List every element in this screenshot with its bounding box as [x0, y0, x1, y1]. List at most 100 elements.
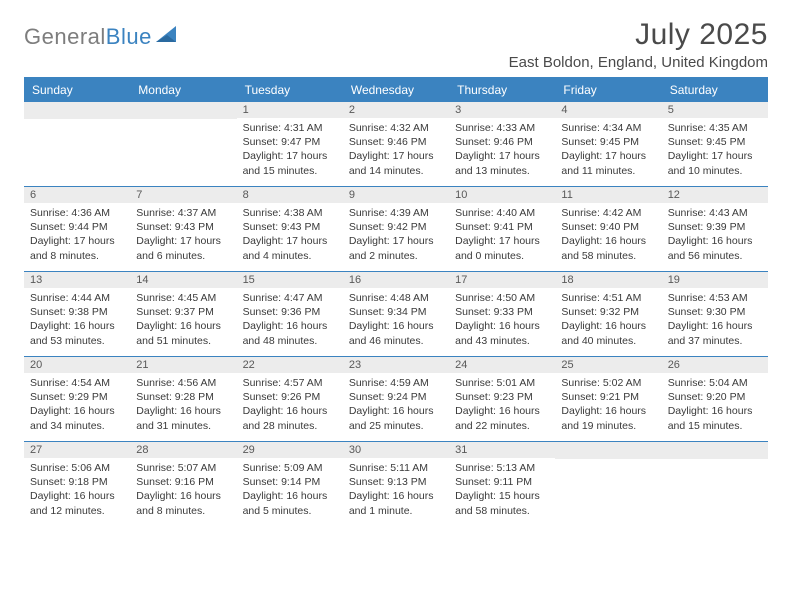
title-block: July 2025 East Boldon, England, United K…	[509, 18, 768, 71]
header-row: GeneralBlue July 2025 East Boldon, Engla…	[24, 18, 768, 71]
day-number: 16	[343, 272, 449, 288]
brand-name: GeneralBlue	[24, 24, 152, 50]
dow-cell: Tuesday	[237, 79, 343, 101]
day-cell: 22Sunrise: 4:57 AMSunset: 9:26 PMDayligh…	[237, 357, 343, 441]
day-number	[24, 102, 130, 119]
day-content-line: Sunset: 9:11 PM	[455, 475, 549, 489]
day-cell: 9Sunrise: 4:39 AMSunset: 9:42 PMDaylight…	[343, 187, 449, 271]
day-number: 17	[449, 272, 555, 288]
day-content-line: and 46 minutes.	[349, 334, 443, 348]
day-number: 8	[237, 187, 343, 203]
day-content-line: Daylight: 16 hours	[668, 234, 762, 248]
location-subtitle: East Boldon, England, United Kingdom	[509, 54, 768, 71]
day-content-line: and 4 minutes.	[243, 249, 337, 263]
day-content: Sunrise: 4:32 AMSunset: 9:46 PMDaylight:…	[343, 118, 449, 182]
day-number: 5	[662, 102, 768, 118]
day-content: Sunrise: 5:07 AMSunset: 9:16 PMDaylight:…	[130, 458, 236, 522]
day-content-line: Sunset: 9:29 PM	[30, 390, 124, 404]
day-content-line: and 56 minutes.	[668, 249, 762, 263]
day-content-line: and 15 minutes.	[243, 164, 337, 178]
brand-name-part1: General	[24, 24, 106, 49]
day-cell: 21Sunrise: 4:56 AMSunset: 9:28 PMDayligh…	[130, 357, 236, 441]
day-cell: 16Sunrise: 4:48 AMSunset: 9:34 PMDayligh…	[343, 272, 449, 356]
day-content-line: Sunset: 9:34 PM	[349, 305, 443, 319]
day-content-line: and 43 minutes.	[455, 334, 549, 348]
day-content-line: Sunset: 9:40 PM	[561, 220, 655, 234]
day-content-line: Daylight: 16 hours	[561, 404, 655, 418]
day-cell: 15Sunrise: 4:47 AMSunset: 9:36 PMDayligh…	[237, 272, 343, 356]
day-number: 28	[130, 442, 236, 458]
day-number: 4	[555, 102, 661, 118]
day-content-line: Sunrise: 4:47 AM	[243, 291, 337, 305]
day-content-line: and 37 minutes.	[668, 334, 762, 348]
day-content-line: Sunrise: 4:33 AM	[455, 121, 549, 135]
day-cell: 30Sunrise: 5:11 AMSunset: 9:13 PMDayligh…	[343, 442, 449, 526]
day-content-line: Sunset: 9:43 PM	[136, 220, 230, 234]
day-content-line: Sunset: 9:21 PM	[561, 390, 655, 404]
day-content-line: Sunrise: 4:53 AM	[668, 291, 762, 305]
day-content: Sunrise: 4:36 AMSunset: 9:44 PMDaylight:…	[24, 203, 130, 267]
day-cell	[24, 102, 130, 186]
week-row: 1Sunrise: 4:31 AMSunset: 9:47 PMDaylight…	[24, 101, 768, 186]
day-content-line: Sunrise: 4:42 AM	[561, 206, 655, 220]
day-content-line: Daylight: 17 hours	[243, 234, 337, 248]
day-content: Sunrise: 4:34 AMSunset: 9:45 PMDaylight:…	[555, 118, 661, 182]
day-content-line: Sunrise: 5:06 AM	[30, 461, 124, 475]
day-content-line: Daylight: 17 hours	[668, 149, 762, 163]
day-content-line: Daylight: 15 hours	[455, 489, 549, 503]
day-content-line: and 58 minutes.	[455, 504, 549, 518]
day-content: Sunrise: 4:33 AMSunset: 9:46 PMDaylight:…	[449, 118, 555, 182]
day-content-line: Sunset: 9:42 PM	[349, 220, 443, 234]
day-content: Sunrise: 4:51 AMSunset: 9:32 PMDaylight:…	[555, 288, 661, 352]
day-content-line: and 8 minutes.	[136, 504, 230, 518]
day-content-line: Sunset: 9:14 PM	[243, 475, 337, 489]
day-cell: 31Sunrise: 5:13 AMSunset: 9:11 PMDayligh…	[449, 442, 555, 526]
day-content-line: Sunrise: 4:40 AM	[455, 206, 549, 220]
day-cell: 3Sunrise: 4:33 AMSunset: 9:46 PMDaylight…	[449, 102, 555, 186]
calendar-grid: SundayMondayTuesdayWednesdayThursdayFrid…	[24, 77, 768, 526]
day-content-line: Daylight: 16 hours	[30, 319, 124, 333]
dow-cell: Thursday	[449, 79, 555, 101]
day-cell: 24Sunrise: 5:01 AMSunset: 9:23 PMDayligh…	[449, 357, 555, 441]
week-row: 6Sunrise: 4:36 AMSunset: 9:44 PMDaylight…	[24, 186, 768, 271]
day-content-line: Daylight: 16 hours	[455, 404, 549, 418]
day-content-line: Sunrise: 5:02 AM	[561, 376, 655, 390]
day-content-line: and 6 minutes.	[136, 249, 230, 263]
day-content-line: Sunset: 9:38 PM	[30, 305, 124, 319]
day-cell: 18Sunrise: 4:51 AMSunset: 9:32 PMDayligh…	[555, 272, 661, 356]
day-number: 22	[237, 357, 343, 373]
dow-cell: Friday	[555, 79, 661, 101]
day-content: Sunrise: 5:04 AMSunset: 9:20 PMDaylight:…	[662, 373, 768, 437]
day-content: Sunrise: 4:56 AMSunset: 9:28 PMDaylight:…	[130, 373, 236, 437]
day-number: 15	[237, 272, 343, 288]
day-content: Sunrise: 5:01 AMSunset: 9:23 PMDaylight:…	[449, 373, 555, 437]
day-content-line: Daylight: 16 hours	[136, 404, 230, 418]
day-cell: 28Sunrise: 5:07 AMSunset: 9:16 PMDayligh…	[130, 442, 236, 526]
day-cell: 2Sunrise: 4:32 AMSunset: 9:46 PMDaylight…	[343, 102, 449, 186]
day-cell: 10Sunrise: 4:40 AMSunset: 9:41 PMDayligh…	[449, 187, 555, 271]
day-number: 24	[449, 357, 555, 373]
day-cell	[555, 442, 661, 526]
day-content-line: Sunset: 9:41 PM	[455, 220, 549, 234]
day-content-line: and 0 minutes.	[455, 249, 549, 263]
month-title: July 2025	[509, 18, 768, 52]
day-content-line: Daylight: 16 hours	[243, 489, 337, 503]
day-content-line: and 12 minutes.	[30, 504, 124, 518]
day-content-line: Sunset: 9:47 PM	[243, 135, 337, 149]
day-number: 26	[662, 357, 768, 373]
day-content: Sunrise: 4:59 AMSunset: 9:24 PMDaylight:…	[343, 373, 449, 437]
day-content: Sunrise: 4:40 AMSunset: 9:41 PMDaylight:…	[449, 203, 555, 267]
day-content-line: Daylight: 16 hours	[349, 319, 443, 333]
day-number: 14	[130, 272, 236, 288]
day-content-line: and 14 minutes.	[349, 164, 443, 178]
day-content-line: Sunset: 9:13 PM	[349, 475, 443, 489]
day-content: Sunrise: 5:06 AMSunset: 9:18 PMDaylight:…	[24, 458, 130, 522]
day-content-line: Daylight: 16 hours	[30, 489, 124, 503]
day-content-line: Sunrise: 5:13 AM	[455, 461, 549, 475]
day-content: Sunrise: 4:53 AMSunset: 9:30 PMDaylight:…	[662, 288, 768, 352]
day-content-line: Daylight: 17 hours	[455, 234, 549, 248]
day-content-line: Sunrise: 5:07 AM	[136, 461, 230, 475]
day-content: Sunrise: 4:54 AMSunset: 9:29 PMDaylight:…	[24, 373, 130, 437]
day-content: Sunrise: 4:37 AMSunset: 9:43 PMDaylight:…	[130, 203, 236, 267]
day-content-line: and 11 minutes.	[561, 164, 655, 178]
